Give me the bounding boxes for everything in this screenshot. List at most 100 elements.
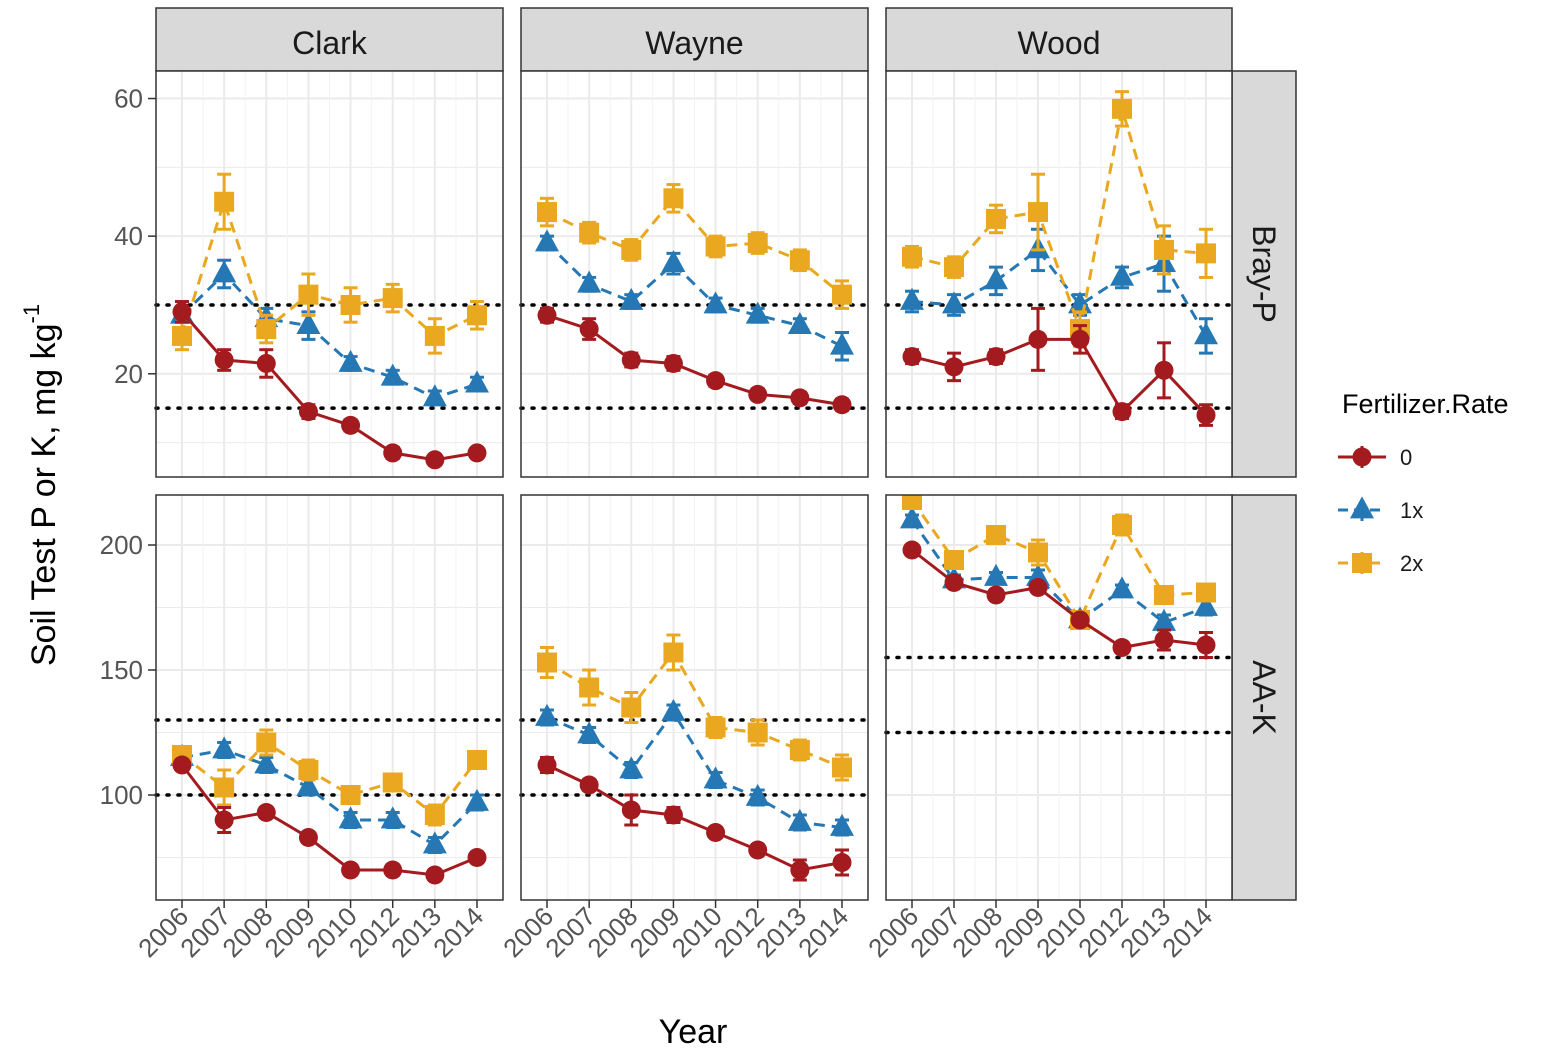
panel-wood-aa-k [884,494,1234,901]
data-point-1x-2007 [942,291,966,314]
series-group [535,183,854,415]
data-point-2x-2013 [1154,239,1174,260]
data-point-2x-2007 [944,550,964,570]
data-point-0-2012 [1112,638,1132,657]
data-point-0-2006 [537,755,557,775]
data-point-0-2013 [790,388,810,408]
data-point-2x-2007 [579,222,600,243]
data-point-2x-2014 [832,284,852,305]
legend: Fertilizer.Rate 0 1x 2x [1338,389,1509,576]
y-tick-label: 20 [114,359,143,389]
data-point-2x-2009 [663,188,684,209]
data-point-0-2012 [748,384,768,404]
panel-border [155,494,504,901]
data-point-1x-2012 [380,363,405,386]
panel-wayne-aa-k [519,494,870,901]
y-tick-label: 150 [100,655,143,685]
data-point-2x-2013 [789,250,810,271]
data-point-1x-2007 [212,736,237,759]
data-point-0-2008 [256,353,276,373]
facet-strip-label-clark: Clark [292,25,368,61]
data-point-2x-2006 [537,652,557,673]
data-point-0-2014 [832,395,852,415]
data-point-2x-2014 [467,305,487,326]
data-point-1x-2010 [703,766,728,789]
data-point-1x-2010 [703,291,728,314]
y-axis-title-main: Soil Test P or K, mg kg [25,323,63,666]
panel-clark-aa-k [154,494,505,901]
data-point-2x-2010 [705,717,726,738]
facet-strip-label-wayne: Wayne [645,25,743,61]
data-point-2x-2010 [340,294,361,315]
data-point-1x-2010 [338,349,363,372]
data-point-1x-2012 [745,783,770,806]
data-point-0-2007 [579,775,599,795]
legend-item-2x: 2x [1338,551,1423,576]
data-point-0-2010 [1070,610,1090,630]
data-point-1x-2013 [787,311,812,334]
series-2x [902,495,1216,630]
data-point-1x-2013 [422,831,447,854]
legend-item-0: 0 [1338,445,1412,470]
series-1x [170,736,489,854]
panel-clark-bray-p [154,70,505,478]
data-point-1x-2014 [1194,593,1218,616]
data-point-2x-2008 [621,239,642,260]
x-axis-title: Year [659,1013,728,1051]
data-point-1x-2014 [465,788,489,811]
data-point-2x-2006 [172,325,192,346]
data-point-0-2006 [172,302,192,322]
data-point-1x-2007 [577,270,602,293]
data-point-1x-2012 [1110,263,1134,286]
data-point-2x-2008 [256,319,277,340]
data-point-0-2012 [748,840,768,860]
data-point-1x-2013 [787,808,812,831]
data-point-0-2010 [706,823,726,842]
data-point-2x-2009 [298,760,319,780]
data-point-1x-2009 [661,250,686,273]
series-group [170,172,489,470]
data-point-0-2009 [663,353,683,373]
data-point-0-2007 [944,357,964,377]
data-point-1x-2013 [422,384,447,407]
data-point-0-2014 [832,853,852,872]
data-point-1x-2014 [830,332,854,355]
data-point-0-2009 [298,828,318,847]
series-group [900,90,1218,427]
data-point-1x-2010 [1068,291,1092,314]
panel-border [155,70,504,478]
data-point-0-2014 [1196,635,1216,655]
facet-strips: Clark Wayne Wood Bray-P AA-K [155,7,1297,901]
series-line-2x [180,196,478,338]
gridlines [521,495,868,900]
data-point-1x-2014 [1194,322,1218,345]
data-point-2x-2010 [705,236,726,257]
series-0 [537,755,852,882]
data-point-0-2010 [706,371,726,391]
legend-marker-2x [1352,553,1372,573]
facet-strip-label-wood: Wood [1017,25,1100,61]
facet-strip-aa-k [1231,494,1297,901]
data-point-2x-2006 [902,246,922,267]
data-point-0-2014 [467,443,487,463]
legend-marker-1x [1350,496,1374,519]
facet-strip-label-aa-k: AA-K [1246,660,1282,735]
data-point-0-2009 [298,402,318,422]
data-point-2x-2006 [537,202,557,223]
data-point-2x-2014 [1196,582,1216,603]
data-point-2x-2008 [986,525,1006,545]
data-point-2x-2007 [214,777,235,798]
data-point-2x-2009 [663,642,684,663]
data-point-0-2008 [621,800,641,820]
data-point-0-2009 [1028,329,1048,349]
data-point-1x-2012 [380,806,405,829]
data-point-0-2007 [214,810,234,830]
data-point-0-2010 [1070,329,1090,349]
data-point-1x-2009 [661,698,686,721]
series-0 [172,300,487,470]
data-point-2x-2012 [1112,515,1132,535]
series-2x [172,172,487,355]
series-2x [537,183,852,310]
data-point-0-2013 [425,865,445,885]
data-point-0-2014 [1196,405,1216,425]
